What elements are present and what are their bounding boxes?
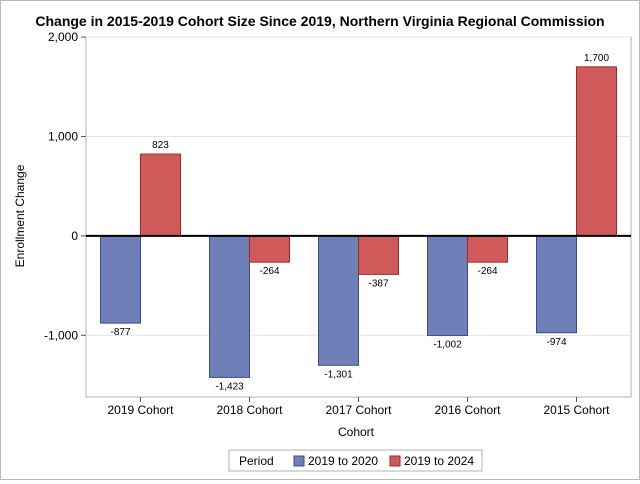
data-label: -264 <box>477 266 497 277</box>
plot-area: -1,000 0 1,000 2,000 -877 823 2019 Cohort -1,42… <box>44 30 632 417</box>
legend-entry-label: 2019 to 2020 <box>308 454 378 468</box>
chart-title: Change in 2015-2019 Cohort Size Since 20… <box>35 13 604 29</box>
bar <box>576 66 617 237</box>
legend-title: Period <box>239 454 274 468</box>
bar <box>318 235 359 366</box>
bar <box>249 235 290 263</box>
y-tick-label: 0 <box>71 229 78 243</box>
bar <box>358 235 399 275</box>
x-tick-label: 2019 Cohort <box>107 403 174 417</box>
legend-swatch <box>293 455 305 467</box>
data-label: -1,301 <box>324 369 353 380</box>
data-label: -877 <box>110 327 130 338</box>
data-label: -387 <box>368 278 388 289</box>
data-label: -1,002 <box>433 340 462 351</box>
legend: Period 2019 to 2020 2019 to 2024 <box>228 449 483 472</box>
legend-box <box>228 449 483 472</box>
x-tick-label: 2016 Cohort <box>434 403 501 417</box>
bar <box>467 235 508 263</box>
data-label: 823 <box>152 140 169 151</box>
y-axis-label: Enrollment Change <box>13 164 27 267</box>
x-tick-label: 2017 Cohort <box>325 403 392 417</box>
data-label: 1,700 <box>584 53 609 64</box>
y-tick-label: 2,000 <box>48 30 78 44</box>
legend-entry-label: 2019 to 2024 <box>404 454 474 468</box>
bar <box>140 153 181 237</box>
bar <box>100 235 141 324</box>
data-label: -264 <box>259 266 279 277</box>
data-label: -1,423 <box>215 381 244 392</box>
bar <box>427 235 468 337</box>
x-axis-label: Cohort <box>338 425 375 439</box>
x-tick-label: 2018 Cohort <box>216 403 283 417</box>
data-label: -974 <box>546 337 566 348</box>
x-tick-label: 2015 Cohort <box>543 403 610 417</box>
y-tick-label: 1,000 <box>48 129 78 143</box>
bar <box>536 235 577 334</box>
y-tick-label: -1,000 <box>44 328 78 342</box>
legend-swatch <box>389 455 401 467</box>
bar <box>209 235 250 378</box>
